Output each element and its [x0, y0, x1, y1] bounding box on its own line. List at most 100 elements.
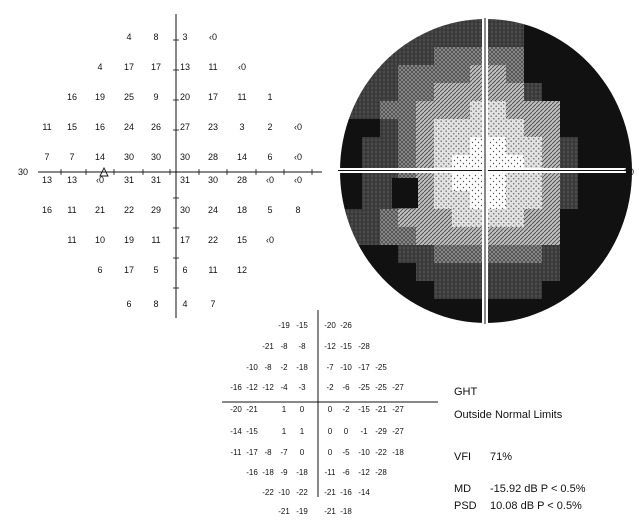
greyscale-cell — [398, 281, 416, 299]
greyscale-cell — [542, 299, 560, 317]
greyscale-cell — [632, 137, 639, 155]
greyscale-cell — [416, 101, 434, 119]
greyscale-cell — [434, 101, 452, 119]
threshold-value: 31 — [180, 175, 190, 185]
greyscale-cell — [380, 245, 398, 263]
greyscale-cell — [596, 281, 614, 299]
greyscale-cell — [524, 209, 542, 227]
greyscale-cell — [614, 65, 632, 83]
greyscale-cell — [542, 209, 560, 227]
deviation-value: -2 — [342, 405, 350, 414]
greyscale-cell — [362, 209, 380, 227]
greyscale-cell — [398, 101, 416, 119]
threshold-value: 23 — [208, 122, 218, 132]
deviation-value: -3 — [298, 383, 306, 392]
threshold-value: 30 — [180, 205, 190, 215]
threshold-value: 13 — [42, 175, 52, 185]
greyscale-cell — [344, 281, 362, 299]
deviation-value: 1 — [282, 405, 287, 414]
threshold-value: 2 — [267, 122, 272, 132]
threshold-value: 30 — [208, 175, 218, 185]
greyscale-cell — [596, 29, 614, 47]
deviation-value: -28 — [375, 468, 387, 477]
greyscale-cell — [380, 263, 398, 281]
greyscale-cell — [614, 281, 632, 299]
greyscale-cell — [560, 209, 578, 227]
greyscale-cell — [380, 65, 398, 83]
threshold-value: 11 — [42, 122, 51, 132]
greyscale-cell — [614, 317, 632, 323]
greyscale-cell — [488, 101, 506, 119]
deviation-value: 1 — [300, 427, 305, 436]
greyscale-cell — [434, 245, 452, 263]
greyscale-cell — [398, 119, 416, 137]
greyscale-cell — [560, 245, 578, 263]
deviation-value: -25 — [375, 383, 387, 392]
greyscale-cell — [362, 317, 380, 323]
greyscale-cell — [362, 137, 380, 155]
greyscale-cell — [488, 47, 506, 65]
greyscale-cell — [614, 263, 632, 281]
deviation-value: -28 — [358, 342, 370, 351]
greyscale-cell — [632, 227, 639, 245]
threshold-value: ‹0 — [294, 175, 302, 185]
greyscale-cell — [632, 317, 639, 335]
deviation-value: -20 — [324, 321, 336, 330]
deviation-value: -17 — [358, 363, 370, 372]
greyscale-cell — [398, 227, 416, 245]
threshold-axis-ticks — [60, 39, 313, 289]
greyscale-cell — [344, 65, 362, 83]
deviation-value: -25 — [358, 383, 370, 392]
threshold-value: 16 — [42, 205, 52, 215]
greyscale-cell — [596, 47, 614, 65]
greyscale-map: 30 — [338, 18, 639, 335]
threshold-value: 13 — [67, 175, 77, 185]
greyscale-cell — [614, 47, 632, 65]
deviation-value: -12 — [324, 342, 336, 351]
threshold-value: 6 — [97, 265, 102, 275]
greyscale-cell — [524, 19, 542, 29]
greyscale-cell — [488, 29, 506, 47]
greyscale-cell — [434, 281, 452, 299]
greyscale-cell — [560, 65, 578, 83]
greyscale-cell — [380, 119, 398, 137]
threshold-value: 3 — [182, 32, 187, 42]
deviation-value: -18 — [296, 363, 308, 372]
greyscale-cell — [488, 263, 506, 281]
threshold-value: 24 — [124, 122, 134, 132]
greyscale-cell — [416, 263, 434, 281]
threshold-value: 4 — [126, 32, 131, 42]
greyscale-cell — [524, 83, 542, 101]
ght-value: Outside Normal Limits — [454, 409, 563, 421]
greyscale-cell — [578, 101, 596, 119]
threshold-value: 17 — [151, 62, 161, 72]
deviation-value: -8 — [264, 448, 272, 457]
greyscale-cell — [380, 317, 398, 323]
greyscale-cell — [344, 101, 362, 119]
deviation-value: 0 — [300, 405, 305, 414]
greyscale-cell — [578, 137, 596, 155]
deviation-value: -12 — [246, 383, 258, 392]
greyscale-cell — [380, 137, 398, 155]
deviation-value: -21 — [375, 405, 387, 414]
greyscale-cell — [542, 29, 560, 47]
greyscale-cell — [560, 263, 578, 281]
greyscale-cell — [614, 299, 632, 317]
threshold-value: 28 — [237, 175, 247, 185]
deviation-value: -27 — [392, 405, 404, 414]
vfi-row: VFI 71% — [454, 451, 512, 464]
greyscale-cell — [524, 137, 542, 155]
threshold-values: 4 8 3 ‹04 17 17 13 11 ‹016 19 25 9 20 17 11 111 15 16 24 26… — [42, 32, 302, 309]
threshold-value: ‹0 — [266, 175, 274, 185]
greyscale-cell — [362, 101, 380, 119]
deviation-value: -22 — [375, 448, 387, 457]
greyscale-cell — [362, 65, 380, 83]
threshold-value: 30 — [124, 152, 134, 162]
greyscale-cell — [362, 227, 380, 245]
greyscale-cell — [340, 19, 344, 29]
deviation-value: 0 — [328, 405, 333, 414]
deviation-value: -10 — [358, 448, 370, 457]
greyscale-cell — [614, 227, 632, 245]
greyscale-cell — [398, 317, 416, 323]
greyscale-cell — [578, 65, 596, 83]
